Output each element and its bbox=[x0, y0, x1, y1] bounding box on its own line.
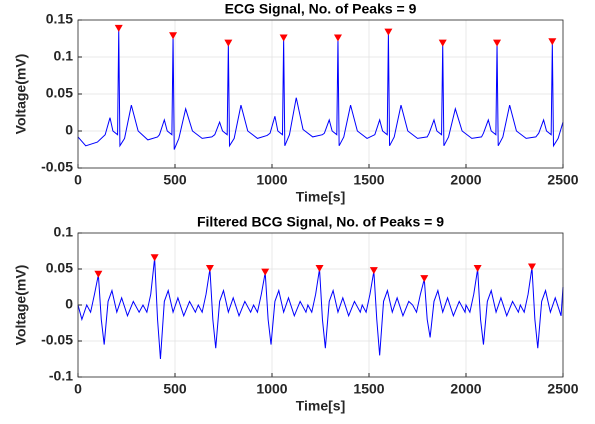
y-tick-label: -0.1 bbox=[49, 368, 73, 384]
x-axis-label: Time[s] bbox=[296, 398, 346, 414]
signal-line bbox=[77, 258, 564, 360]
peak-marker bbox=[114, 24, 123, 32]
x-axis-label: Time[s] bbox=[296, 189, 346, 205]
x-tick-label: 2500 bbox=[547, 172, 578, 188]
y-tick-label: 0.1 bbox=[54, 48, 74, 64]
peak-marker bbox=[369, 267, 378, 275]
peak-marker bbox=[493, 39, 502, 47]
peak-marker bbox=[169, 32, 178, 40]
x-tick-label: 1500 bbox=[353, 172, 384, 188]
y-tick-label: 0 bbox=[65, 296, 73, 312]
peak-marker bbox=[315, 265, 324, 272]
peak-marker bbox=[420, 275, 429, 283]
y-tick-label: 0 bbox=[65, 122, 73, 138]
peak-marker bbox=[438, 39, 447, 47]
x-tick-label: 1500 bbox=[353, 381, 384, 397]
signal-line bbox=[77, 28, 564, 150]
x-tick-label: 500 bbox=[163, 172, 187, 188]
axes-box bbox=[77, 232, 564, 378]
x-tick-label: 500 bbox=[163, 381, 187, 397]
x-tick-label: 1000 bbox=[256, 381, 287, 397]
y-axis-label: Voltage(mV) bbox=[13, 54, 29, 135]
y-axis-label: Voltage(mV) bbox=[13, 265, 29, 346]
y-tick-label: 0.05 bbox=[46, 85, 73, 101]
peak-marker bbox=[94, 270, 103, 278]
x-tick-label: 1000 bbox=[256, 172, 287, 188]
x-tick-label: 2500 bbox=[547, 381, 578, 397]
peak-marker bbox=[205, 265, 214, 272]
x-tick-label: 0 bbox=[74, 172, 82, 188]
peak-marker bbox=[548, 38, 557, 46]
peak-marker bbox=[384, 28, 393, 36]
y-tick-label: 0.05 bbox=[46, 260, 73, 276]
chart-title: Filtered BCG Signal, No. of Peaks = 9 bbox=[197, 214, 444, 230]
x-tick-label: 2000 bbox=[450, 172, 481, 188]
peak-marker bbox=[261, 268, 270, 276]
y-tick-label: 0.15 bbox=[46, 11, 73, 27]
y-tick-label: -0.05 bbox=[41, 332, 73, 348]
axes-box bbox=[77, 19, 564, 169]
peak-marker bbox=[527, 263, 536, 271]
x-tick-label: 0 bbox=[74, 381, 82, 397]
peak-marker bbox=[224, 39, 233, 47]
y-tick-label: -0.05 bbox=[41, 159, 73, 175]
x-tick-label: 2000 bbox=[450, 381, 481, 397]
chart-title: ECG Signal, No. of Peaks = 9 bbox=[225, 1, 417, 17]
peak-marker bbox=[333, 34, 342, 42]
peak-marker bbox=[150, 254, 159, 262]
peak-marker bbox=[473, 265, 482, 272]
y-tick-label: 0.1 bbox=[54, 224, 74, 240]
peak-marker bbox=[279, 34, 288, 42]
